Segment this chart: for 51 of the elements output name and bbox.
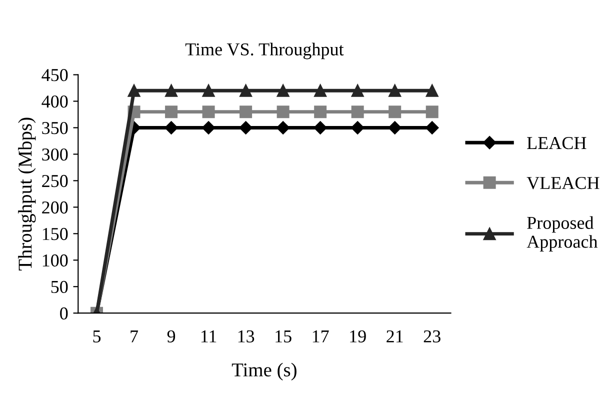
point	[351, 84, 364, 97]
y-tick-label: 250	[42, 174, 68, 188]
y-tick-label: 350	[42, 122, 68, 134]
point	[165, 106, 178, 118]
y-tick-label: 50	[51, 280, 68, 294]
x-axis-title: Time (s)	[232, 362, 296, 380]
y-tick-label: 450	[42, 68, 68, 82]
point	[128, 84, 140, 97]
point	[276, 84, 290, 97]
point	[388, 121, 402, 134]
y-tick-label: 100	[42, 254, 68, 267]
y-tick-label: 300	[42, 148, 68, 161]
legend-label: LEACH	[527, 137, 586, 150]
x-tick-label: 7	[130, 330, 138, 342]
x-tick-label: 5	[93, 330, 101, 342]
chart-title: Time VS. Throughput	[185, 42, 344, 60]
point	[314, 121, 327, 134]
x-tick-label: 17	[312, 330, 329, 342]
point	[351, 106, 364, 118]
legend-label: Proposed Approach	[526, 216, 598, 252]
x-tick-label: 11	[201, 330, 216, 342]
point	[351, 121, 364, 134]
point	[426, 84, 438, 97]
y-tick-label: 200	[42, 201, 68, 214]
point	[164, 121, 178, 134]
y-tick-label: 0	[60, 307, 68, 320]
y-tick-label: 150	[42, 228, 68, 240]
x-tick-label: 13	[238, 330, 254, 342]
point	[276, 121, 290, 134]
point	[426, 106, 438, 118]
point	[239, 121, 252, 134]
point	[426, 121, 439, 134]
y-axis-title: Throughput (Mbps)	[18, 118, 36, 271]
point	[388, 106, 402, 118]
point	[314, 84, 327, 97]
point	[202, 106, 215, 118]
point	[240, 84, 252, 97]
y-tick-label: 400	[42, 95, 68, 108]
x-tick-label: 21	[386, 330, 403, 342]
x-tick-label: 15	[276, 330, 292, 342]
x-tick-label: 19	[350, 330, 366, 342]
point	[202, 84, 215, 97]
x-tick-label: 9	[167, 330, 176, 342]
point	[165, 84, 178, 97]
point	[388, 84, 402, 97]
point	[314, 106, 327, 118]
point	[240, 106, 252, 118]
point	[276, 106, 290, 118]
x-tick-label: 23	[424, 330, 440, 342]
legend-label: VLEACH	[526, 176, 600, 190]
point	[202, 121, 216, 134]
